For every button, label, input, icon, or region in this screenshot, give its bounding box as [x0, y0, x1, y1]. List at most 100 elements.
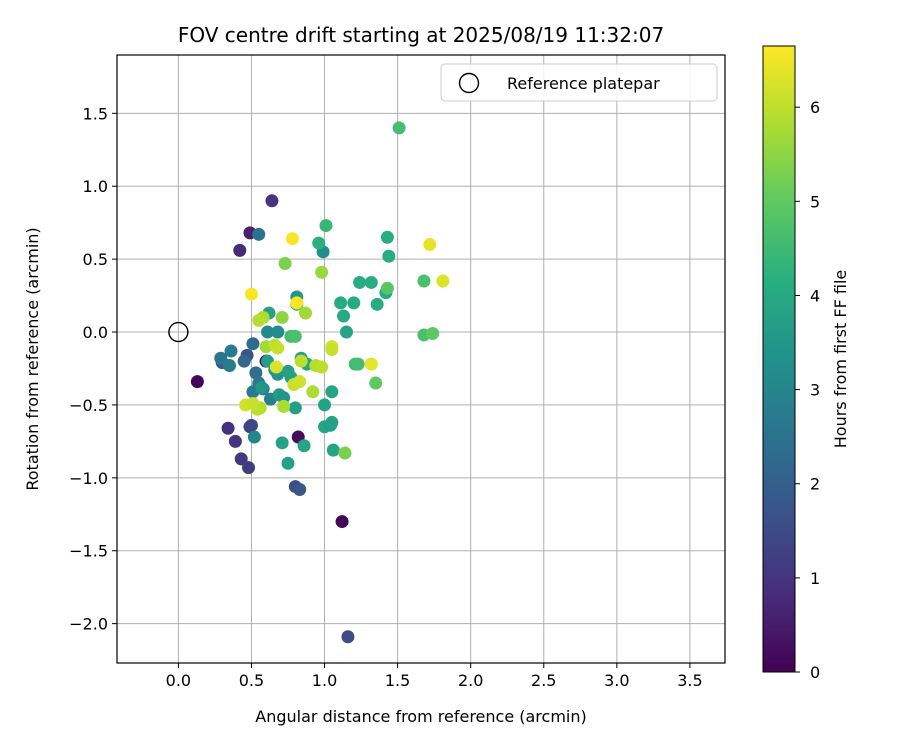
- data-point: [214, 351, 228, 365]
- data-point: [275, 436, 289, 450]
- legend-entry-reference-platepar: Reference platepar: [507, 74, 660, 93]
- data-point: [224, 344, 238, 358]
- colorbar-tick-label: 0: [810, 663, 820, 682]
- plot-frame: [116, 54, 726, 664]
- data-point: [326, 443, 340, 457]
- y-axis-label: Rotation from reference (arcmin): [23, 227, 42, 490]
- data-point: [228, 434, 242, 448]
- data-point: [233, 243, 247, 257]
- y-tick-label: 1.0: [83, 177, 108, 196]
- grid: [117, 55, 725, 663]
- data-point: [252, 227, 266, 241]
- data-point: [325, 343, 339, 357]
- colorbar-tick-label: 1: [810, 569, 820, 588]
- data-point: [364, 357, 378, 371]
- data-point: [337, 309, 351, 323]
- data-point: [417, 274, 431, 288]
- data-point: [334, 296, 348, 310]
- x-tick-label: 1.5: [385, 671, 410, 690]
- reference-platepar-point: [168, 321, 189, 343]
- data-point: [242, 461, 256, 475]
- data-point: [325, 385, 339, 399]
- x-tick-label: 3.0: [604, 671, 629, 690]
- data-point: [312, 236, 326, 250]
- data-point: [190, 375, 204, 389]
- colorbar-tick-label: 3: [810, 381, 820, 400]
- data-point: [261, 325, 275, 339]
- data-point: [293, 375, 307, 389]
- data-point: [244, 287, 258, 301]
- y-tick-label: −0.5: [69, 396, 108, 415]
- data-point: [290, 296, 304, 310]
- legend-marker-circle: [458, 72, 480, 94]
- data-point: [271, 325, 285, 339]
- chart-title: FOV centre drift starting at 2025/08/19 …: [178, 23, 664, 47]
- data-point: [335, 515, 349, 529]
- data-point: [237, 354, 251, 368]
- data-point: [281, 456, 295, 470]
- data-point: [246, 396, 260, 410]
- data-point: [297, 439, 311, 453]
- data-point: [246, 337, 260, 351]
- data-point: [285, 232, 299, 246]
- data-point: [299, 306, 313, 320]
- data-point: [265, 194, 279, 208]
- data-point: [255, 380, 269, 394]
- data-point: [277, 399, 291, 413]
- data-point: [339, 325, 353, 339]
- data-point: [294, 354, 308, 368]
- y-tick-label: 0.0: [83, 323, 108, 342]
- data-point: [319, 219, 333, 233]
- x-tick-label: 0.0: [166, 671, 191, 690]
- data-point: [341, 630, 355, 644]
- colorbar-tick-label: 2: [810, 475, 820, 494]
- data-point: [247, 430, 261, 444]
- colorbar-tick-label: 4: [810, 286, 820, 305]
- x-tick-label: 0.5: [239, 671, 264, 690]
- data-point: [315, 360, 329, 374]
- data-point: [364, 275, 378, 289]
- data-point: [269, 360, 283, 374]
- x-tick-label: 3.5: [677, 671, 702, 690]
- data-point: [275, 310, 289, 324]
- y-tick-label: −2.0: [69, 615, 108, 634]
- x-tick-label: 2.0: [458, 671, 483, 690]
- data-point: [369, 376, 383, 390]
- data-point: [353, 275, 367, 289]
- y-tick-label: −1.0: [69, 469, 108, 488]
- data-point: [221, 421, 235, 435]
- x-axis-label: Angular distance from reference (arcmin): [255, 707, 586, 726]
- x-tick-label: 2.5: [531, 671, 556, 690]
- data-point: [288, 329, 302, 343]
- colorbar-label: Hours from first FF file: [831, 270, 850, 449]
- data-point: [293, 482, 307, 496]
- legend-box: [440, 63, 718, 102]
- reference-marker: [168, 321, 189, 343]
- data-point: [249, 366, 263, 380]
- x-tick-label: 1.0: [312, 671, 337, 690]
- data-point: [325, 415, 339, 429]
- data-point: [318, 398, 332, 412]
- y-tick-label: −1.5: [69, 542, 108, 561]
- data-point: [271, 341, 285, 355]
- data-point: [436, 274, 450, 288]
- data-point: [234, 452, 248, 466]
- x-axis-ticks: 0.0 0.5 1.0 1.5 2.0 2.5 3.0 3.5: [166, 663, 703, 690]
- data-point: [426, 326, 440, 340]
- data-point: [392, 121, 406, 135]
- data-point: [351, 357, 365, 371]
- data-point: [306, 385, 320, 399]
- colorbar-tick-label: 6: [810, 98, 820, 117]
- data-point: [423, 238, 437, 252]
- data-point: [244, 418, 258, 432]
- data-point: [382, 249, 396, 263]
- data-point: [338, 446, 352, 460]
- data-point: [380, 281, 394, 295]
- data-point: [252, 313, 266, 327]
- data-point: [223, 359, 237, 373]
- legend: Reference platepar: [440, 63, 718, 102]
- colorbar-ticks: 0 1 2 3 4 5 6: [795, 98, 820, 682]
- data-points: [190, 121, 450, 644]
- y-axis-ticks: −2.0 −1.5 −1.0 −0.5 0.0 0.5 1.0 1.5: [69, 104, 117, 634]
